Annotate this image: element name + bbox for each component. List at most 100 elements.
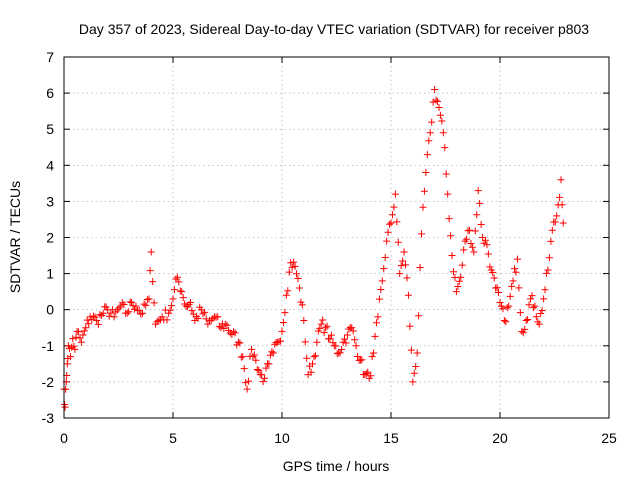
data-point	[535, 320, 543, 328]
data-point	[301, 338, 309, 346]
data-point	[413, 349, 421, 357]
data-point	[261, 374, 269, 382]
data-point	[169, 295, 177, 303]
data-point	[150, 299, 158, 307]
data-point	[295, 284, 303, 292]
data-point	[71, 345, 79, 353]
data-point	[432, 96, 440, 104]
data-point	[178, 288, 186, 296]
data-point	[340, 335, 348, 343]
data-point	[503, 304, 511, 312]
data-point	[62, 385, 70, 393]
data-point	[72, 333, 80, 341]
data-point	[327, 331, 335, 339]
data-point	[480, 239, 488, 247]
data-point	[274, 338, 282, 346]
data-point	[307, 368, 315, 376]
data-point	[493, 284, 501, 292]
data-point	[322, 324, 330, 332]
data-point	[402, 261, 410, 269]
x-tick-label: 10	[274, 430, 290, 446]
data-point	[438, 117, 446, 125]
data-point	[130, 305, 138, 313]
data-point	[338, 345, 346, 353]
data-point	[519, 329, 527, 337]
data-point	[182, 302, 190, 310]
data-point	[388, 211, 396, 219]
data-point	[537, 310, 545, 318]
data-point	[538, 307, 546, 315]
data-point	[333, 350, 341, 358]
data-point	[354, 353, 362, 361]
data-point	[262, 364, 270, 372]
data-point	[439, 129, 447, 137]
data-point	[558, 201, 566, 209]
data-point	[521, 325, 529, 333]
data-point	[362, 370, 370, 378]
data-point	[410, 369, 418, 377]
y-tick-label: 2	[46, 230, 54, 246]
data-point	[179, 294, 187, 302]
data-point	[380, 265, 388, 273]
data-point	[500, 317, 508, 325]
data-point	[228, 331, 236, 339]
data-point	[158, 313, 166, 321]
data-point	[527, 295, 535, 303]
data-point	[467, 239, 475, 247]
grid	[64, 57, 609, 418]
data-point	[300, 317, 308, 325]
data-point	[91, 313, 99, 321]
data-point	[409, 378, 417, 386]
data-point	[252, 356, 260, 364]
data-point	[75, 328, 83, 336]
data-point	[406, 322, 414, 330]
data-point	[397, 262, 405, 270]
data-point	[317, 320, 325, 328]
data-point	[117, 302, 125, 310]
data-point	[531, 302, 539, 310]
data-point	[511, 265, 519, 273]
data-point	[147, 248, 155, 256]
data-point	[394, 238, 402, 246]
data-point	[548, 226, 556, 234]
data-points	[60, 85, 567, 411]
data-point	[476, 199, 484, 207]
data-point	[436, 111, 444, 119]
data-point	[457, 273, 465, 281]
data-point	[364, 368, 372, 376]
data-point	[63, 360, 71, 368]
data-point	[465, 226, 473, 234]
data-point	[223, 321, 231, 329]
data-point	[545, 254, 553, 262]
data-point	[201, 308, 209, 316]
data-point	[358, 356, 366, 364]
data-point	[368, 353, 376, 361]
data-point	[431, 85, 439, 93]
data-point	[423, 151, 431, 159]
data-point	[515, 284, 523, 292]
data-point	[345, 325, 353, 333]
data-point	[138, 309, 146, 317]
data-point	[217, 324, 225, 332]
data-point	[170, 286, 178, 294]
data-point	[143, 296, 151, 304]
data-point	[455, 277, 463, 285]
data-point	[412, 362, 420, 370]
y-tick-label: 0	[46, 302, 54, 318]
data-point	[265, 360, 273, 368]
data-point	[441, 144, 449, 152]
y-tick-label: 4	[46, 157, 54, 173]
data-point	[165, 309, 173, 317]
data-point	[544, 266, 552, 274]
data-point	[496, 298, 504, 306]
data-point	[460, 246, 468, 254]
data-point	[540, 295, 548, 303]
data-point	[282, 291, 290, 299]
data-point	[291, 262, 299, 270]
data-point	[298, 301, 306, 309]
data-point	[529, 304, 537, 312]
data-point	[419, 203, 427, 211]
data-point	[490, 274, 498, 282]
data-point	[468, 243, 476, 251]
data-point	[166, 306, 174, 314]
